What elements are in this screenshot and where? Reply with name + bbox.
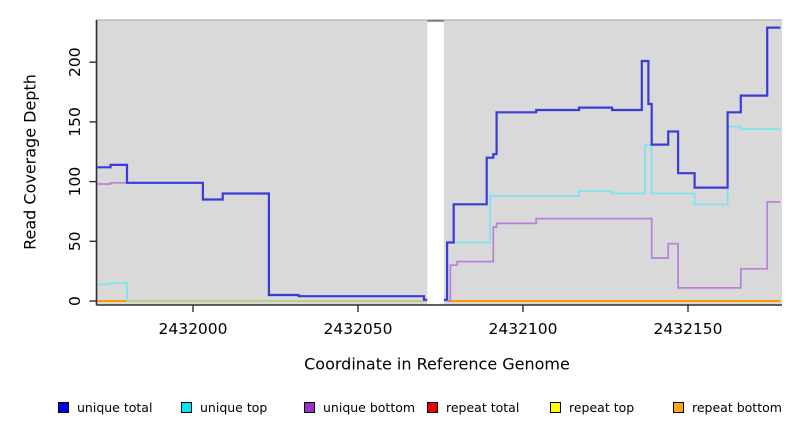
unique-bottom-swatch [304, 401, 315, 413]
legend-label: repeat total [446, 399, 520, 415]
y-axis-title: Read Coverage Depth [20, 74, 40, 250]
legend-item-repeat-total: repeat total [427, 399, 550, 415]
y-tick-label: 150 [66, 107, 84, 137]
y-tick-label: 0 [66, 296, 84, 306]
series-unique-bottom-line [443, 201, 781, 302]
y-tick-label: 200 [66, 47, 84, 77]
repeat-total-swatch [427, 401, 438, 413]
x-tick-label: 2432050 [323, 320, 392, 338]
series-unique-total-line [443, 26, 781, 301]
x-tick-label: 2432000 [158, 320, 227, 338]
y-tick-label: 50 [66, 231, 84, 251]
x-tick-label: 2432100 [488, 320, 557, 338]
legend-item-unique-bottom: unique bottom [304, 399, 427, 415]
legend-item-unique-top: unique top [181, 399, 304, 415]
repeat-top-swatch [550, 401, 561, 413]
chart-legend: unique total unique top unique bottom repea… [58, 399, 792, 415]
y-tick-label: 100 [66, 167, 84, 197]
legend-label: repeat top [569, 399, 635, 415]
series-unique-total-line [97, 163, 428, 301]
x-axis-title: Coordinate in Reference Genome [304, 354, 570, 374]
legend-label: repeat bottom [692, 399, 782, 415]
unique-top-swatch [181, 401, 192, 413]
coverage-gap-band [427, 20, 444, 305]
legend-item-unique-total: unique total [58, 399, 181, 415]
legend-label: unique total [77, 399, 153, 415]
repeat-bottom-swatch [673, 401, 684, 413]
x-tick-label: 2432150 [653, 320, 722, 338]
legend-label: unique bottom [323, 399, 416, 415]
series-unique-top-line [97, 282, 128, 301]
legend-label: unique top [200, 399, 268, 415]
legend-item-repeat-bottom: repeat bottom [673, 399, 792, 415]
unique-total-swatch [58, 401, 69, 413]
legend-item-repeat-top: repeat top [550, 399, 673, 415]
